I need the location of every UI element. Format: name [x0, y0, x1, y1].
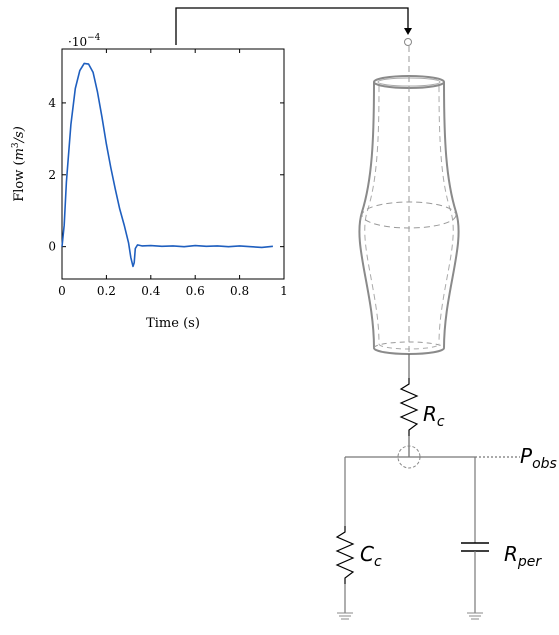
vessel-inner-right — [438, 85, 454, 345]
vessel-inner-left — [364, 85, 380, 345]
label-cc-sub: c — [374, 554, 382, 570]
label-rc-sub: c — [437, 414, 445, 430]
x-tick-label: 0 — [58, 284, 66, 298]
y-scale-exponent: −4 — [87, 33, 101, 43]
y-axis-label-unit: m — [12, 148, 27, 160]
y-scale-label: ·10−4 — [68, 33, 101, 49]
vessel-bottom-back — [373, 341, 445, 349]
label-pobs: Pobs — [520, 444, 557, 472]
x-tick-label: 0.4 — [141, 284, 160, 298]
label-cc: Cc — [360, 542, 382, 570]
label-pobs-sub: obs — [532, 456, 557, 472]
label-rc-main: R — [423, 402, 437, 426]
element-cc — [335, 526, 355, 584]
inflow-arrow — [175, 7, 412, 46]
y-scale-base: ·10 — [68, 35, 87, 49]
inflow-arrow-head-icon — [404, 28, 412, 35]
y-tick-label: 2 — [48, 168, 56, 182]
flow-chart: ·10−4 0 0.2 0.4 0.6 0.8 1 0 2 4 Time (s) Flow (… — [11, 33, 288, 331]
label-pobs-main: P — [520, 444, 533, 468]
vessel — [358, 46, 460, 360]
x-axis-ticks: 0 0.2 0.4 0.6 0.8 1 — [58, 49, 288, 298]
y-tick-label: 4 — [48, 96, 56, 110]
flow-series-line — [61, 62, 273, 268]
label-rper-main: R — [504, 542, 518, 566]
y-axis-label: Flow (m3/s) — [11, 126, 27, 202]
vessel-bottom-front — [373, 347, 445, 355]
inlet-node — [404, 38, 412, 46]
y-axis-label-suffix: /s) — [12, 126, 27, 144]
label-cc-main: C — [360, 542, 374, 566]
y-axis-label-exponent: 3 — [11, 142, 21, 148]
x-tick-label: 0.2 — [97, 284, 116, 298]
x-tick-label: 0.8 — [230, 284, 249, 298]
label-rper-sub: per — [517, 554, 543, 570]
plot-frame — [61, 48, 285, 280]
ground-left-icon — [337, 612, 353, 620]
vessel-outline-left — [358, 81, 375, 349]
x-tick-label: 0.6 — [186, 284, 205, 298]
inflow-arrow-line — [175, 7, 409, 45]
resistor-rc — [399, 378, 419, 436]
vessel-outline-right — [443, 81, 460, 349]
ground-right-icon — [467, 612, 483, 620]
label-rc: Rc — [423, 402, 445, 430]
y-tick-label: 0 — [48, 240, 56, 254]
x-axis-label: Time (s) — [146, 316, 200, 331]
label-rper: Rper — [504, 542, 542, 570]
y-axis-label-prefix: Flow ( — [12, 160, 27, 201]
vessel-mid-section — [361, 201, 457, 229]
x-tick-label: 1 — [280, 284, 288, 298]
y-axis-ticks: 0 2 4 — [48, 96, 284, 254]
windkessel-circuit: Rc Pobs Cc Rper — [335, 354, 557, 620]
